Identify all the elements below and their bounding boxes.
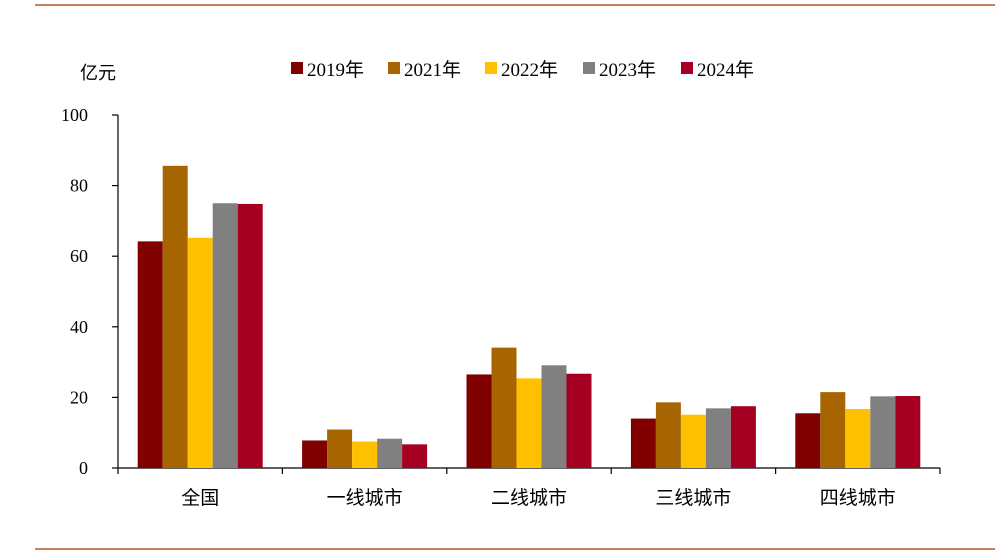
x-category-label: 四线城市 — [820, 487, 896, 509]
legend-swatch — [291, 62, 303, 74]
legend-swatch — [485, 62, 497, 74]
y-axis-unit-label: 亿元 — [80, 63, 116, 84]
y-tick-label: 100 — [61, 105, 88, 125]
legend-swatch — [681, 62, 693, 74]
legend: 2019年 2021年 2022年 2023年 2024年 — [291, 59, 754, 81]
bar — [795, 413, 821, 468]
bar — [491, 347, 517, 468]
bar — [870, 396, 896, 468]
y-tick-label: 20 — [70, 387, 88, 407]
bar — [630, 418, 656, 468]
y-tick-label: 0 — [79, 458, 88, 478]
legend-label: 2019年 — [307, 59, 364, 81]
bar — [402, 444, 428, 468]
plot-area: 0 20 40 60 80 100 全国 一线城市 二线城市 三线城市 四线城市 — [61, 105, 941, 509]
legend-label: 2021年 — [404, 59, 461, 81]
bar — [466, 374, 492, 468]
x-category-label: 三线城市 — [655, 487, 731, 509]
bar — [516, 378, 542, 468]
bar — [820, 392, 846, 468]
bar — [237, 203, 263, 468]
legend-label: 2022年 — [501, 59, 558, 81]
bar — [137, 241, 163, 468]
y-tick-label: 80 — [70, 176, 88, 196]
x-category-label: 一线城市 — [327, 487, 403, 509]
bar — [566, 373, 592, 468]
bar — [327, 429, 353, 468]
legend-label: 2023年 — [599, 59, 656, 81]
bar — [352, 441, 378, 468]
x-category-label: 全国 — [181, 487, 219, 509]
bar — [895, 395, 921, 468]
y-tick-label: 40 — [70, 317, 88, 337]
bar — [302, 440, 328, 468]
legend-label: 2024年 — [697, 59, 754, 81]
bar — [187, 237, 213, 468]
bar — [212, 203, 238, 468]
bar — [162, 165, 188, 468]
bar — [705, 408, 731, 468]
bar — [680, 414, 706, 468]
legend-swatch — [388, 62, 400, 74]
bar — [541, 365, 567, 468]
x-category-label: 二线城市 — [491, 487, 567, 509]
bar — [655, 402, 681, 468]
bar — [377, 438, 403, 468]
bar — [730, 406, 756, 468]
legend-swatch — [583, 62, 595, 74]
bar — [845, 409, 871, 468]
y-tick-label: 60 — [70, 246, 88, 266]
